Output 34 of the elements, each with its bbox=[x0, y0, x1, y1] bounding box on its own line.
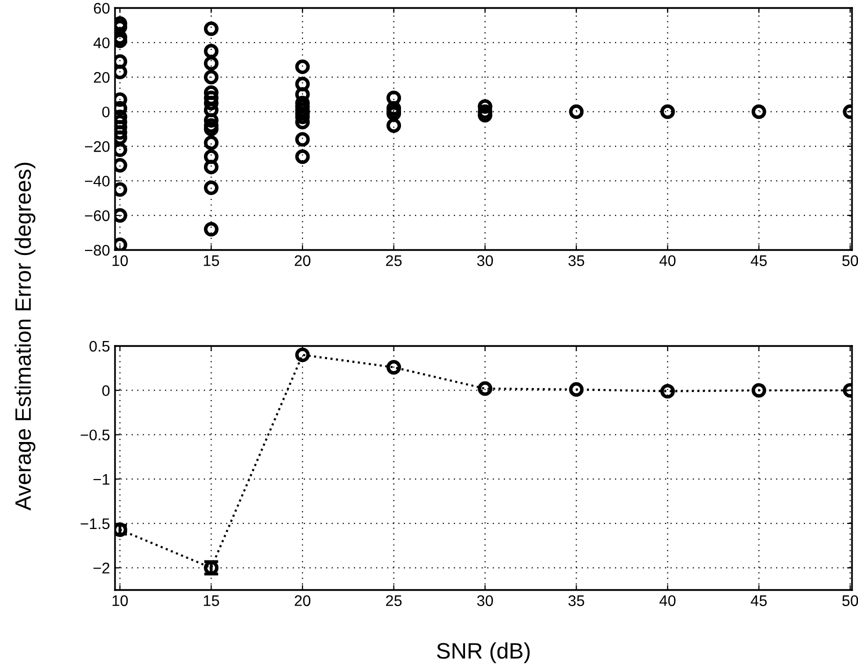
x-tick-label: 15 bbox=[204, 595, 220, 606]
x-tick-label: 50 bbox=[842, 255, 858, 266]
y-tick-label: −2 bbox=[93, 562, 110, 574]
y-tick-label: 0 bbox=[102, 106, 110, 118]
x-tick-label: 10 bbox=[112, 255, 128, 266]
x-tick-label: 10 bbox=[112, 595, 128, 606]
x-tick-label: 20 bbox=[294, 595, 310, 606]
y-tick-label: −60 bbox=[84, 210, 110, 222]
x-tick-label: 40 bbox=[659, 595, 676, 606]
y-tick-label: 0.5 bbox=[90, 340, 110, 352]
x-tick-label: 25 bbox=[386, 595, 402, 606]
x-tick-label: 45 bbox=[750, 255, 767, 266]
x-tick-label: 50 bbox=[842, 595, 858, 606]
y-tick-label: 40 bbox=[94, 37, 110, 48]
x-tick-label: 30 bbox=[477, 595, 493, 606]
y-tick-label: −40 bbox=[84, 176, 110, 187]
y-tick-label: 20 bbox=[94, 72, 110, 83]
y-tick-label: −20 bbox=[84, 141, 110, 152]
y-tick-label: −1.5 bbox=[80, 518, 110, 530]
y-tick-label: −80 bbox=[84, 244, 110, 256]
x-tick-label: 15 bbox=[204, 255, 220, 266]
x-tick-label: 20 bbox=[294, 255, 310, 266]
x-tick-label: 40 bbox=[659, 255, 676, 266]
y-tick-label: −0.5 bbox=[80, 430, 110, 440]
x-tick-label: 35 bbox=[568, 255, 584, 266]
x-tick-label: 45 bbox=[750, 595, 767, 606]
y-tick-label: 0 bbox=[102, 385, 110, 396]
y-tick-label: −1 bbox=[93, 474, 110, 485]
x-axis-title: SNR (dB) bbox=[436, 642, 530, 664]
x-tick-label: 35 bbox=[568, 595, 584, 606]
y-axis-title: Average Estimation Error (degrees) bbox=[14, 162, 36, 511]
x-tick-label: 30 bbox=[477, 255, 493, 266]
y-tick-label: 60 bbox=[94, 2, 110, 14]
x-tick-label: 25 bbox=[386, 255, 402, 266]
